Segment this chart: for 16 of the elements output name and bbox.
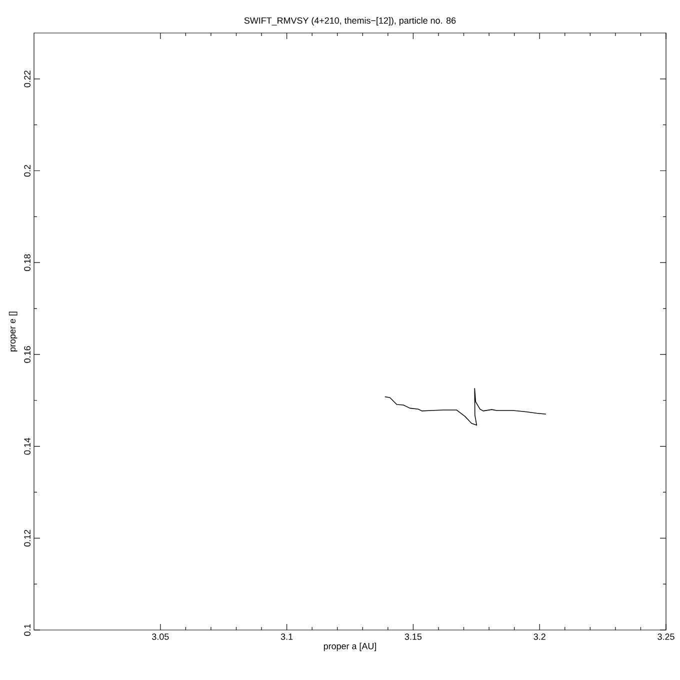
x-tick-label: 3.2 (534, 634, 546, 640)
line-series (384, 388, 546, 426)
chart-title: SWIFT_RMVSY (4+210, themis−[12]), particle no. 86 (244, 17, 456, 26)
x-axis-title: proper a [AU] (324, 642, 376, 652)
y-tick-label: 0.14 (24, 438, 30, 455)
y-tick-label: 0.18 (24, 254, 30, 271)
y-tick-label: 0.2 (24, 164, 30, 177)
y-tick-label: 0.16 (24, 346, 30, 363)
y-tick-label: 0.12 (24, 530, 30, 547)
y-tick-label: 0.22 (24, 70, 30, 88)
x-tick-label: 3.1 (280, 634, 293, 640)
x-tick-label: 3.15 (404, 634, 422, 640)
x-tick-label: 3.05 (152, 634, 169, 640)
y-tick-label: 0.1 (24, 624, 30, 636)
x-tick-label: 3.25 (658, 634, 674, 640)
y-axis-title: proper e [] (8, 312, 18, 352)
